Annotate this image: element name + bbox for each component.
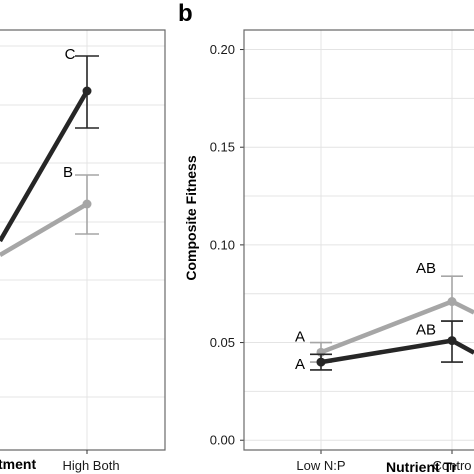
panel-b-significance-label: A — [295, 329, 305, 346]
panel-b-y-axis-title: Composite Fitness — [183, 155, 199, 280]
panel-b-series: A AB A AB — [295, 260, 474, 373]
panel-a-point — [82, 86, 92, 96]
panel-b-point — [447, 297, 457, 307]
panel-a-series-line — [0, 89, 89, 243]
panel-b-y-tick-label: 0.05 — [210, 335, 235, 350]
panel-a: CB High Both tment — [0, 29, 166, 473]
panel-b-y-tick-label: 0.15 — [210, 140, 235, 155]
panel-b-x-tick-label: Low N:P — [296, 458, 345, 473]
panel-b: b 0.00 0.05 0.10 0.15 0.20 Low N:P Contro A AB… — [178, 0, 474, 474]
panel-a-significance-label: B — [63, 164, 73, 181]
panel-a-x-ticks: High Both — [62, 450, 120, 473]
panel-b-significance-label: A — [295, 356, 305, 373]
panel-b-y-tick-label: 0.20 — [210, 42, 235, 57]
panel-b-x-ticks: Low N:P Contro — [296, 450, 472, 473]
panel-a-significance-label: C — [65, 46, 76, 63]
panel-a-series: CB — [0, 46, 99, 257]
panel-b-x-tick-label: Contro — [432, 458, 471, 473]
panel-b-frame — [243, 29, 474, 451]
panel-b-significance-label: AB — [416, 322, 436, 339]
panel-b-x-axis-title: Nutrient Tr — [386, 459, 457, 474]
panel-b-significance-label: AB — [416, 260, 436, 277]
panel-b-y-tick-label: 0.00 — [210, 433, 235, 448]
panel-b-letter: b — [178, 0, 193, 27]
panel-a-point — [82, 199, 92, 209]
panel-a-frame — [0, 29, 166, 451]
panel-a-series-line — [0, 202, 89, 257]
panel-b-point — [447, 336, 457, 346]
panel-b-y-ticks: 0.00 0.05 0.10 0.15 0.20 — [210, 42, 244, 448]
panel-b-gridlines — [244, 30, 474, 450]
panel-b-point — [316, 357, 326, 367]
panel-b-y-tick-label: 0.10 — [210, 237, 235, 252]
panel-a-x-tick-label: High Both — [62, 458, 119, 473]
panel-a-x-axis-title: tment — [0, 456, 36, 472]
